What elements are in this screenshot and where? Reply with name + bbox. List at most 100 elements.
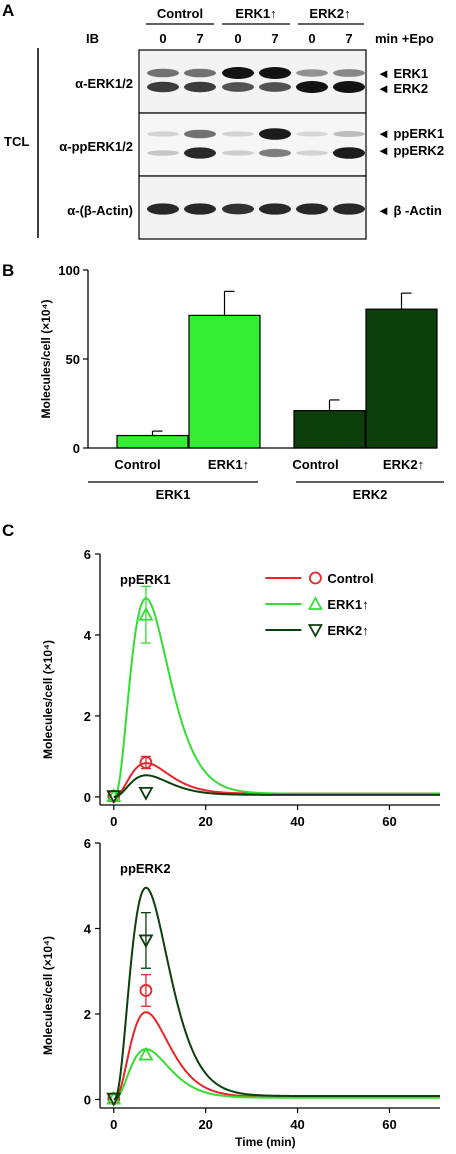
panel-b-bar-chart: 0 50 100 Molecules/cell (×10⁴) Control ERK1↑ C… (39, 263, 444, 502)
x-tick-label: 0 (110, 1117, 117, 1132)
blot-band-erk2 (333, 81, 365, 93)
bar (293, 410, 366, 449)
bar (365, 308, 438, 449)
band-label-actin: ◄ β -Actin (377, 203, 442, 218)
blot-band-actin (259, 203, 291, 215)
category-label: ERK2↑ (383, 457, 424, 472)
band-label-pperk2: ◄ ppERK2 (377, 143, 444, 158)
group-label-control: Control (157, 6, 203, 21)
blot-band-pperk2 (296, 150, 328, 156)
y-axis-label: Molecules/cell (×10⁴) (39, 300, 53, 419)
y-axis-label: Molecules/cell (×10⁴) (41, 936, 55, 1055)
blot-band-erk2 (147, 81, 179, 93)
blot-band-actin (222, 203, 254, 215)
band-label-erk1: ◄ ERK1 (377, 66, 428, 81)
y-tick-label: 6 (84, 547, 91, 562)
time-label: 7 (196, 31, 203, 46)
blot-strip-pperk (138, 112, 367, 177)
y-tick-label: 0 (84, 790, 91, 805)
marker-triangle-down (138, 934, 154, 949)
time-label: 7 (271, 31, 278, 46)
blot-band-erk2 (222, 82, 254, 92)
marker-triangle-up (138, 1046, 154, 1061)
blot-band-actin (184, 203, 216, 215)
blot-band-pperk1 (259, 128, 291, 140)
legend-label: Control (327, 571, 373, 586)
marker-triangle-up (138, 606, 154, 621)
group-label: ERK2 (353, 487, 388, 502)
category-label: Control (114, 457, 160, 472)
time-label: 0 (234, 31, 241, 46)
blot-strip-erk (138, 49, 367, 114)
blot-band-pperk2 (333, 147, 365, 159)
marker-triangle-up (307, 596, 323, 610)
band-label-erk2: ◄ ERK2 (377, 81, 428, 96)
y-tick-label: 50 (66, 352, 80, 367)
blot-band-erk1 (184, 68, 216, 78)
antibody-label-erk: α-ERK1/2 (75, 76, 133, 91)
time-unit-label: min +Epo (375, 31, 434, 46)
category-label: ERK1↑ (208, 457, 249, 472)
y-tick-label: 2 (84, 1007, 91, 1022)
blot-band-erk2 (259, 82, 291, 92)
blot-band-erk2 (184, 81, 216, 93)
panel-b-letter: B (2, 261, 14, 280)
time-label: 0 (308, 31, 315, 46)
blot-band-pperk2 (184, 147, 216, 159)
blot-band-erk1 (147, 68, 179, 78)
blot-band-pperk1 (222, 131, 254, 137)
legend-label: ERK2↑ (327, 623, 368, 638)
y-tick-label: 6 (84, 836, 91, 851)
panel-a: A IB TCL Control ERK1↑ ERK2↑ 0 7 0 7 0 7… (2, 1, 444, 240)
x-tick-label: 40 (290, 814, 304, 829)
blot-band-erk2 (296, 81, 328, 93)
ib-label: IB (86, 31, 99, 46)
blot-band-erk1 (222, 67, 254, 79)
antibody-label-actin: α-(β-Actin) (67, 203, 133, 218)
y-tick-label: 0 (73, 441, 80, 456)
time-label: 0 (159, 31, 166, 46)
antibody-label-pperk: α-ppERK1/2 (59, 139, 133, 154)
panel-c-letter: C (2, 521, 14, 540)
tcl-label: TCL (4, 134, 29, 149)
y-axis-label: Molecules/cell (×10⁴) (41, 640, 55, 759)
chart-title: ppERK2 (120, 861, 171, 876)
panel-a-letter: A (2, 1, 14, 20)
bar (188, 314, 261, 449)
marker-triangle-down (106, 1092, 122, 1107)
series-line (113, 886, 440, 1101)
x-axis-label: Time (min) (235, 1135, 295, 1149)
y-tick-label: 0 (84, 1092, 91, 1107)
group-label: ERK1 (156, 487, 191, 502)
x-tick-label: 60 (382, 1117, 396, 1132)
category-label: Control (292, 457, 338, 472)
x-tick-label: 60 (382, 814, 396, 829)
marker-circle (139, 756, 153, 769)
blot-band-actin (296, 203, 328, 215)
blot-band-pperk1 (296, 131, 328, 137)
y-tick-label: 100 (58, 263, 80, 278)
blot-band-pperk1 (147, 131, 179, 137)
blot-band-pperk1 (184, 129, 216, 139)
series-line (113, 1048, 440, 1101)
marker-triangle-down (106, 790, 122, 804)
blot-band-pperk2 (147, 150, 179, 156)
marker-triangle-down (307, 624, 323, 638)
y-tick-label: 2 (84, 709, 91, 724)
series-line (113, 1011, 440, 1101)
series-line (113, 597, 440, 798)
band-label-pperk1: ◄ ppERK1 (377, 126, 444, 141)
marker-triangle-down (138, 786, 154, 801)
blot-bands (147, 67, 365, 215)
blot-band-pperk2 (259, 148, 291, 158)
time-label: 7 (345, 31, 352, 46)
blot-band-pperk2 (222, 150, 254, 156)
x-tick-label: 20 (198, 814, 212, 829)
legend-label: ERK1↑ (327, 597, 368, 612)
blot-band-erk1 (333, 69, 365, 77)
group-label-erk2-up: ERK2↑ (309, 6, 350, 21)
blot-band-pperk1 (333, 131, 365, 137)
y-tick-label: 4 (84, 628, 92, 643)
